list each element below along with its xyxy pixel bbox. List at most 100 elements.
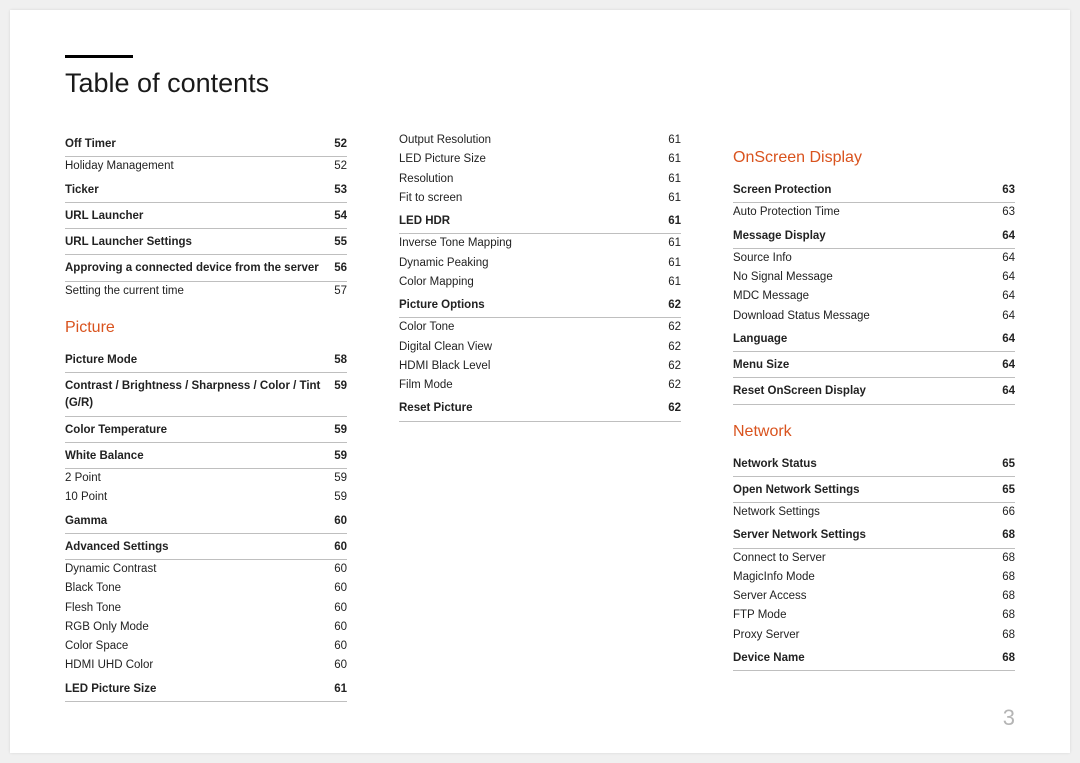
toc-row[interactable]: Server Network Settings68 bbox=[733, 522, 1015, 548]
toc-row[interactable]: 2 Point59 bbox=[65, 469, 347, 488]
toc-row[interactable]: Download Status Message64 bbox=[733, 307, 1015, 326]
toc-label: Reset OnScreen Display bbox=[733, 383, 1002, 400]
toc-label: Setting the current time bbox=[65, 283, 334, 300]
toc-row[interactable]: RGB Only Mode60 bbox=[65, 618, 347, 637]
toc-row[interactable]: Flesh Tone60 bbox=[65, 599, 347, 618]
toc-row[interactable]: Message Display64 bbox=[733, 223, 1015, 249]
toc-label: Picture Mode bbox=[65, 352, 334, 369]
toc-row[interactable]: White Balance59 bbox=[65, 443, 347, 469]
toc-label: Film Mode bbox=[399, 377, 668, 394]
toc-page: 60 bbox=[334, 619, 347, 636]
toc-row[interactable]: Proxy Server68 bbox=[733, 626, 1015, 645]
toc-row[interactable]: No Signal Message64 bbox=[733, 268, 1015, 287]
toc-label: Black Tone bbox=[65, 580, 334, 597]
toc-page: 61 bbox=[668, 235, 681, 252]
toc-row[interactable]: LED Picture Size61 bbox=[399, 150, 681, 169]
toc-row[interactable]: Source Info64 bbox=[733, 249, 1015, 268]
toc-page: 65 bbox=[1002, 456, 1015, 473]
toc-label: LED Picture Size bbox=[399, 151, 668, 168]
toc-row[interactable]: Ticker53 bbox=[65, 177, 347, 203]
toc-row[interactable]: Digital Clean View62 bbox=[399, 338, 681, 357]
toc-row[interactable]: Black Tone60 bbox=[65, 579, 347, 598]
toc-row[interactable]: Open Network Settings65 bbox=[733, 477, 1015, 503]
toc-row[interactable]: Auto Protection Time63 bbox=[733, 203, 1015, 222]
toc-row[interactable]: Film Mode62 bbox=[399, 376, 681, 395]
toc-row[interactable]: Contrast / Brightness / Sharpness / Colo… bbox=[65, 373, 347, 417]
toc-label: Fit to screen bbox=[399, 190, 668, 207]
toc-label: HDMI Black Level bbox=[399, 358, 668, 375]
toc-row[interactable]: FTP Mode68 bbox=[733, 606, 1015, 625]
toc-row[interactable]: Dynamic Peaking61 bbox=[399, 254, 681, 273]
toc-label: Dynamic Contrast bbox=[65, 561, 334, 578]
toc-label: FTP Mode bbox=[733, 607, 1002, 624]
toc-row[interactable]: Setting the current time57 bbox=[65, 282, 347, 301]
toc-row[interactable]: URL Launcher Settings55 bbox=[65, 229, 347, 255]
toc-page: 58 bbox=[334, 352, 347, 369]
toc-label: Language bbox=[733, 331, 1002, 348]
toc-row[interactable]: Approving a connected device from the se… bbox=[65, 255, 347, 281]
toc-page: 60 bbox=[334, 561, 347, 578]
toc-row[interactable]: Language64 bbox=[733, 326, 1015, 352]
toc-row[interactable]: MDC Message64 bbox=[733, 287, 1015, 306]
toc-row[interactable]: MagicInfo Mode68 bbox=[733, 568, 1015, 587]
toc-page: 57 bbox=[334, 283, 347, 300]
toc-label: Color Temperature bbox=[65, 422, 334, 439]
toc-page: 61 bbox=[668, 151, 681, 168]
toc-row[interactable]: Inverse Tone Mapping61 bbox=[399, 234, 681, 253]
toc-row[interactable]: HDMI UHD Color60 bbox=[65, 656, 347, 675]
toc-row[interactable]: Screen Protection63 bbox=[733, 177, 1015, 203]
toc-row[interactable]: LED HDR61 bbox=[399, 208, 681, 234]
toc-row[interactable]: Reset Picture62 bbox=[399, 395, 681, 421]
toc-row[interactable]: Advanced Settings60 bbox=[65, 534, 347, 560]
toc-row[interactable]: Picture Options62 bbox=[399, 292, 681, 318]
toc-label: Menu Size bbox=[733, 357, 1002, 374]
toc-row[interactable]: Reset OnScreen Display64 bbox=[733, 378, 1015, 404]
toc-label: LED Picture Size bbox=[65, 681, 334, 698]
toc-row[interactable]: Server Access68 bbox=[733, 587, 1015, 606]
toc-row[interactable]: HDMI Black Level62 bbox=[399, 357, 681, 376]
toc-row[interactable]: Network Settings66 bbox=[733, 503, 1015, 522]
page-title: Table of contents bbox=[65, 68, 1015, 99]
toc-page: 60 bbox=[334, 600, 347, 617]
toc-page: 54 bbox=[334, 208, 347, 225]
toc-column: Output Resolution61LED Picture Size61Res… bbox=[399, 131, 681, 702]
toc-label: Server Network Settings bbox=[733, 527, 1002, 544]
toc-page: 62 bbox=[668, 339, 681, 356]
toc-page: 61 bbox=[668, 190, 681, 207]
toc-row[interactable]: Dynamic Contrast60 bbox=[65, 560, 347, 579]
toc-row[interactable]: URL Launcher54 bbox=[65, 203, 347, 229]
toc-column: Off Timer52Holiday Management52Ticker53U… bbox=[65, 131, 347, 702]
toc-page: 61 bbox=[334, 681, 347, 698]
toc-row[interactable]: Gamma60 bbox=[65, 508, 347, 534]
toc-row[interactable]: Fit to screen61 bbox=[399, 189, 681, 208]
toc-page: 59 bbox=[334, 489, 347, 506]
toc-row[interactable]: Color Temperature59 bbox=[65, 417, 347, 443]
toc-label: Network Settings bbox=[733, 504, 1002, 521]
toc-row[interactable]: Resolution61 bbox=[399, 170, 681, 189]
toc-row[interactable]: Menu Size64 bbox=[733, 352, 1015, 378]
toc-row[interactable]: Off Timer52 bbox=[65, 131, 347, 157]
toc-label: Gamma bbox=[65, 513, 334, 530]
toc-row[interactable]: Color Space60 bbox=[65, 637, 347, 656]
toc-page: 68 bbox=[1002, 627, 1015, 644]
toc-row[interactable]: Device Name68 bbox=[733, 645, 1015, 671]
toc-row[interactable]: Color Mapping61 bbox=[399, 273, 681, 292]
toc-row[interactable]: Connect to Server68 bbox=[733, 549, 1015, 568]
toc-row[interactable]: Holiday Management52 bbox=[65, 157, 347, 176]
toc-label: Proxy Server bbox=[733, 627, 1002, 644]
toc-page: 68 bbox=[1002, 607, 1015, 624]
toc-row[interactable]: Output Resolution61 bbox=[399, 131, 681, 150]
toc-label: Inverse Tone Mapping bbox=[399, 235, 668, 252]
toc-page: 52 bbox=[334, 158, 347, 175]
toc-page: 62 bbox=[668, 400, 681, 417]
toc-page: 62 bbox=[668, 358, 681, 375]
toc-row[interactable]: 10 Point59 bbox=[65, 488, 347, 507]
toc-page: 68 bbox=[1002, 550, 1015, 567]
toc-label: Holiday Management bbox=[65, 158, 334, 175]
toc-row[interactable]: Network Status65 bbox=[733, 451, 1015, 477]
toc-row[interactable]: Picture Mode58 bbox=[65, 347, 347, 373]
toc-label: Network Status bbox=[733, 456, 1002, 473]
toc-row[interactable]: Color Tone62 bbox=[399, 318, 681, 337]
toc-label: Download Status Message bbox=[733, 308, 1002, 325]
toc-row[interactable]: LED Picture Size61 bbox=[65, 676, 347, 702]
